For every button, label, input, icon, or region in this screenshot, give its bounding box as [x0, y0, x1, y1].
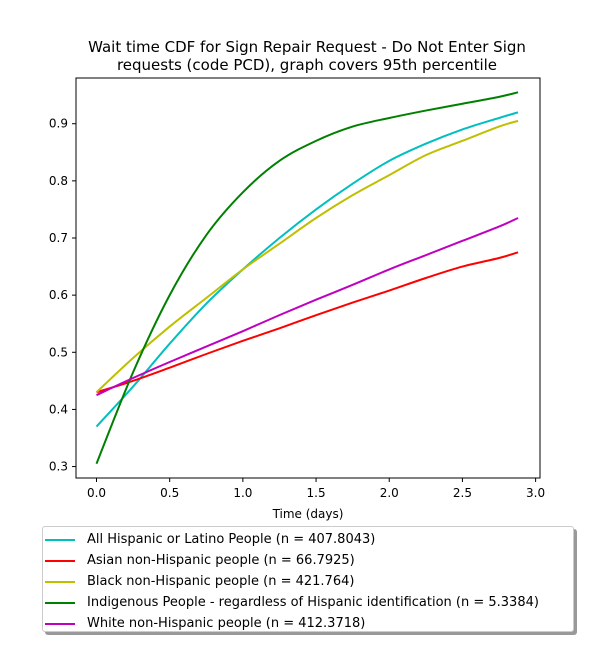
x-axis-label: Time (days) [272, 507, 344, 521]
y-tick-label: 0.7 [49, 231, 68, 245]
series-line-1 [96, 251, 519, 394]
legend-swatch [45, 559, 75, 562]
legend-item: Indigenous People - regardless of Hispan… [43, 592, 573, 613]
legend-swatch [45, 580, 75, 583]
x-tick-label: 1.0 [233, 486, 252, 500]
legend-label: Indigenous People - regardless of Hispan… [87, 595, 539, 610]
legend-swatch [45, 601, 75, 604]
x-tick-label: 3.0 [526, 486, 545, 500]
x-tick-label: 0.5 [160, 486, 179, 500]
legend: All Hispanic or Latino People (n = 407.8… [42, 526, 574, 632]
plot-area-frame [75, 77, 541, 479]
legend-label: Black non-Hispanic people (n = 421.764) [87, 574, 355, 589]
y-axis: 0.3 0.4 0.5 0.6 0.7 0.8 0.9 [49, 117, 76, 474]
y-tick-label: 0.8 [49, 174, 68, 188]
series-line-3 [95, 91, 519, 465]
series-line-4 [96, 217, 519, 397]
y-tick-label: 0.4 [49, 402, 68, 416]
chart-title: Wait time CDF for Sign Repair Request - … [88, 38, 526, 74]
legend-swatch [45, 538, 75, 541]
y-tick-label: 0.6 [49, 288, 68, 302]
y-tick-label: 0.3 [49, 460, 68, 474]
x-tick-label: 2.5 [453, 486, 472, 500]
legend-item: Asian non-Hispanic people (n = 66.7925) [43, 550, 573, 571]
legend-label: Asian non-Hispanic people (n = 66.7925) [87, 553, 355, 568]
x-tick-label: 1.5 [307, 486, 326, 500]
legend-item: All Hispanic or Latino People (n = 407.8… [43, 529, 573, 550]
x-axis: 0.0 0.5 1.0 1.5 2.0 2.5 3.0 [87, 478, 545, 500]
y-tick-label: 0.9 [49, 117, 68, 131]
series-line-0 [95, 111, 519, 428]
legend-label: White non-Hispanic people (n = 412.3718) [87, 616, 366, 631]
plot-lines [95, 91, 519, 465]
legend-item: White non-Hispanic people (n = 412.3718) [43, 613, 573, 634]
legend-label: All Hispanic or Latino People (n = 407.8… [87, 532, 376, 547]
legend-swatch [45, 622, 75, 625]
series-line-2 [95, 119, 519, 394]
x-tick-label: 0.0 [87, 486, 106, 500]
x-tick-label: 2.0 [380, 486, 399, 500]
legend-item: Black non-Hispanic people (n = 421.764) [43, 571, 573, 592]
y-tick-label: 0.5 [49, 345, 68, 359]
